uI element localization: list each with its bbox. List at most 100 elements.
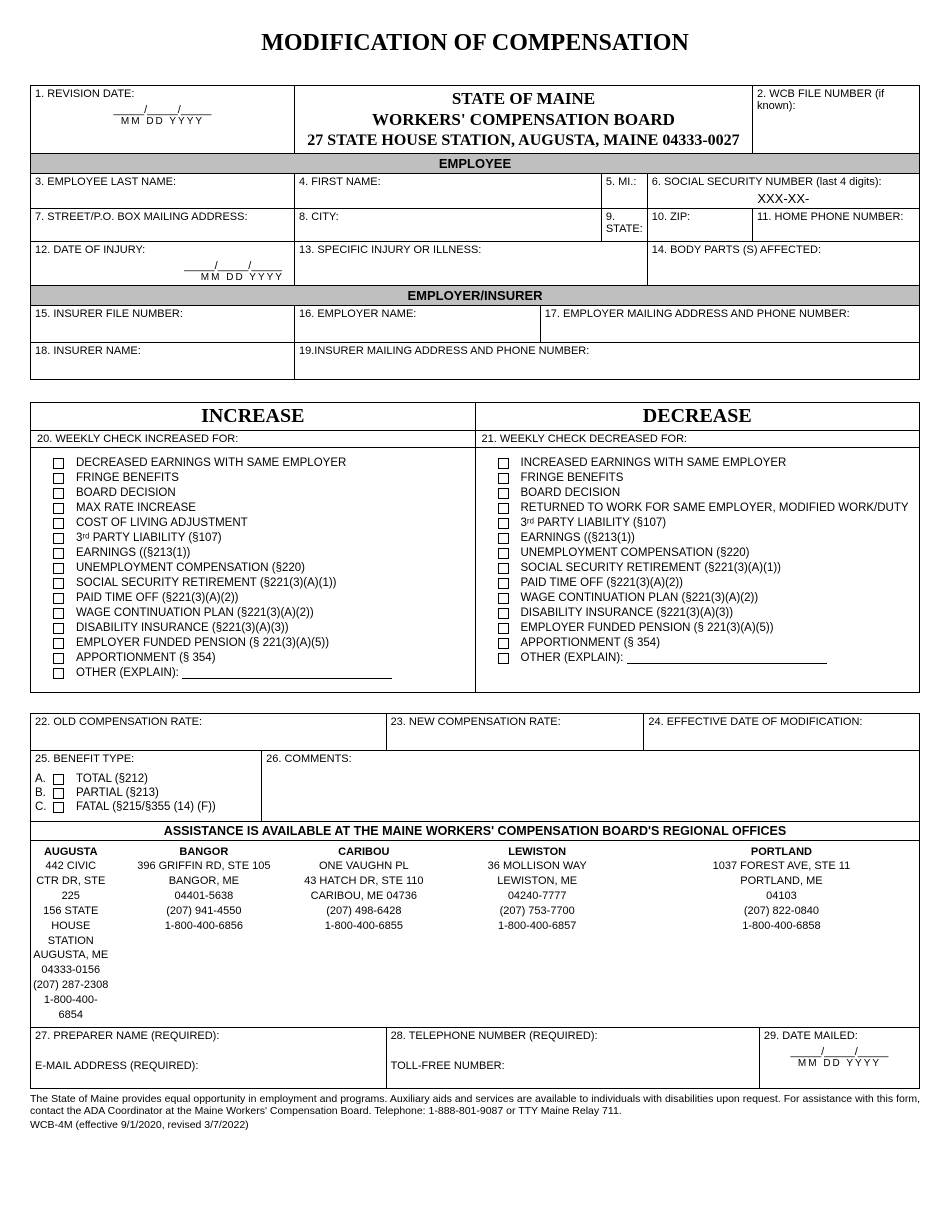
field-13[interactable]: 13. SPECIFIC INJURY OR ILLNESS:: [294, 241, 647, 285]
field-14[interactable]: 14. BODY PARTS (S) AFFECTED:: [647, 241, 919, 285]
field-28[interactable]: 28. TELEPHONE NUMBER (REQUIRED):: [386, 1027, 759, 1058]
field-12[interactable]: 12. DATE OF INJURY: _____/_____/_____ MM…: [31, 241, 295, 285]
increase-item[interactable]: APPORTIONMENT (§ 354): [53, 652, 471, 664]
field-8[interactable]: 8. CITY:: [294, 208, 601, 241]
field-3[interactable]: 3. EMPLOYEE LAST NAME:: [31, 173, 295, 208]
field-4[interactable]: 4. FIRST NAME:: [294, 173, 601, 208]
checkbox[interactable]: [53, 653, 64, 664]
checkbox-label: DISABILITY INSURANCE (§221(3)(A)(3)): [521, 607, 734, 619]
decrease-item[interactable]: INCREASED EARNINGS WITH SAME EMPLOYER: [498, 457, 916, 469]
decrease-item[interactable]: EARNINGS ((§213(1)): [498, 532, 916, 544]
decrease-item[interactable]: WAGE CONTINUATION PLAN (§221(3)(A)(2)): [498, 592, 916, 604]
checkbox-label: MAX RATE INCREASE: [76, 502, 196, 514]
increase-item[interactable]: WAGE CONTINUATION PLAN (§221(3)(A)(2)): [53, 607, 471, 619]
decrease-item[interactable]: BOARD DECISION: [498, 487, 916, 499]
field-15[interactable]: 15. INSURER FILE NUMBER:: [31, 305, 295, 342]
checkbox[interactable]: [53, 668, 64, 679]
increase-item[interactable]: FRINGE BENEFITS: [53, 472, 471, 484]
checkbox[interactable]: [53, 518, 64, 529]
field-24[interactable]: 24. EFFECTIVE DATE OF MODIFICATION:: [644, 713, 920, 750]
field-16[interactable]: 16. EMPLOYER NAME:: [294, 305, 540, 342]
field-26[interactable]: 26. COMMENTS:: [262, 750, 920, 821]
decrease-item[interactable]: PAID TIME OFF (§221(3)(A)(2)): [498, 577, 916, 589]
field-1[interactable]: 1. REVISION DATE: _____/_____/_____ MM D…: [31, 86, 295, 154]
field-10[interactable]: 10. ZIP:: [647, 208, 752, 241]
checkbox[interactable]: [53, 638, 64, 649]
field-28b[interactable]: TOLL-FREE NUMBER:: [386, 1058, 759, 1089]
increase-item[interactable]: MAX RATE INCREASE: [53, 502, 471, 514]
increase-item[interactable]: BOARD DECISION: [53, 487, 471, 499]
checkbox[interactable]: [53, 488, 64, 499]
field-5[interactable]: 5. MI.:: [601, 173, 647, 208]
increase-item[interactable]: UNEMPLOYMENT COMPENSATION (§220): [53, 562, 471, 574]
decrease-item[interactable]: EMPLOYER FUNDED PENSION (§ 221(3)(A)(5)): [498, 622, 916, 634]
field-7[interactable]: 7. STREET/P.O. BOX MAILING ADDRESS:: [31, 208, 295, 241]
checkbox-label: 3ʳᵈ PARTY LIABILITY (§107): [76, 532, 222, 544]
checkbox[interactable]: [53, 578, 64, 589]
checkbox[interactable]: [498, 623, 509, 634]
increase-item[interactable]: EARNINGS ((§213(1)): [53, 547, 471, 559]
increase-item[interactable]: COST OF LIVING ADJUSTMENT: [53, 517, 471, 529]
field-25[interactable]: 25. BENEFIT TYPE: A.TOTAL (§212)B.PARTIA…: [31, 750, 262, 821]
checkbox[interactable]: [498, 503, 509, 514]
checkbox[interactable]: [498, 608, 509, 619]
checkbox[interactable]: [498, 548, 509, 559]
increase-item[interactable]: PAID TIME OFF (§221(3)(A)(2)): [53, 592, 471, 604]
checkbox[interactable]: [498, 533, 509, 544]
header-employee-table: 1. REVISION DATE: _____/_____/_____ MM D…: [30, 85, 920, 380]
checkbox-label: COST OF LIVING ADJUSTMENT: [76, 517, 248, 529]
benefit-item[interactable]: C.FATAL (§215/§355 (14) (F)): [35, 801, 257, 813]
checkbox[interactable]: [53, 774, 64, 785]
benefit-item[interactable]: B.PARTIAL (§213): [35, 787, 257, 799]
increase-item[interactable]: DISABILITY INSURANCE (§221(3)(A)(3)): [53, 622, 471, 634]
checkbox[interactable]: [53, 608, 64, 619]
increase-item[interactable]: 3ʳᵈ PARTY LIABILITY (§107): [53, 532, 471, 544]
checkbox[interactable]: [53, 788, 64, 799]
increase-item[interactable]: SOCIAL SECURITY RETIREMENT (§221(3)(A)(1…: [53, 577, 471, 589]
decrease-other[interactable]: OTHER (EXPLAIN):: [498, 652, 916, 664]
checkbox[interactable]: [498, 653, 509, 664]
increase-other[interactable]: OTHER (EXPLAIN):: [53, 667, 471, 679]
checkbox[interactable]: [498, 638, 509, 649]
checkbox[interactable]: [498, 518, 509, 529]
field-23[interactable]: 23. NEW COMPENSATION RATE:: [386, 713, 644, 750]
office-augusta: AUGUSTA442 CIVIC CTR DR, STE 225156 STAT…: [31, 840, 111, 1027]
checkbox[interactable]: [53, 548, 64, 559]
checkbox[interactable]: [498, 593, 509, 604]
checkbox[interactable]: [53, 533, 64, 544]
checkbox[interactable]: [498, 473, 509, 484]
field-11[interactable]: 11. HOME PHONE NUMBER:: [753, 208, 920, 241]
decrease-item[interactable]: UNEMPLOYMENT COMPENSATION (§220): [498, 547, 916, 559]
decrease-item[interactable]: DISABILITY INSURANCE (§221(3)(A)(3)): [498, 607, 916, 619]
field-17[interactable]: 17. EMPLOYER MAILING ADDRESS AND PHONE N…: [540, 305, 919, 342]
field-27[interactable]: 27. PREPARER NAME (REQUIRED):: [31, 1027, 387, 1058]
field-9[interactable]: 9. STATE:: [601, 208, 647, 241]
field-6[interactable]: 6. SOCIAL SECURITY NUMBER (last 4 digits…: [647, 173, 919, 208]
field-18[interactable]: 18. INSURER NAME:: [31, 342, 295, 379]
decrease-item[interactable]: SOCIAL SECURITY RETIREMENT (§221(3)(A)(1…: [498, 562, 916, 574]
checkbox[interactable]: [53, 623, 64, 634]
checkbox[interactable]: [498, 458, 509, 469]
checkbox[interactable]: [53, 802, 64, 813]
checkbox[interactable]: [53, 563, 64, 574]
checkbox[interactable]: [53, 473, 64, 484]
decrease-item[interactable]: FRINGE BENEFITS: [498, 472, 916, 484]
checkbox[interactable]: [498, 488, 509, 499]
field-19[interactable]: 19.INSURER MAILING ADDRESS AND PHONE NUM…: [294, 342, 919, 379]
increase-item[interactable]: DECREASED EARNINGS WITH SAME EMPLOYER: [53, 457, 471, 469]
field-2[interactable]: 2. WCB FILE NUMBER (if known):: [753, 86, 920, 154]
checkbox[interactable]: [53, 503, 64, 514]
field-22[interactable]: 22. OLD COMPENSATION RATE:: [31, 713, 387, 750]
decrease-item[interactable]: 3ʳᵈ PARTY LIABILITY (§107): [498, 517, 916, 529]
increase-item[interactable]: EMPLOYER FUNDED PENSION (§ 221(3)(A)(5)): [53, 637, 471, 649]
checkbox[interactable]: [53, 458, 64, 469]
decrease-item[interactable]: APPORTIONMENT (§ 354): [498, 637, 916, 649]
benefit-item[interactable]: A.TOTAL (§212): [35, 773, 257, 785]
checkbox[interactable]: [498, 563, 509, 574]
field-29[interactable]: 29. DATE MAILED: _____/_____/_____ MM DD…: [759, 1027, 919, 1088]
checkbox[interactable]: [53, 593, 64, 604]
checkbox[interactable]: [498, 578, 509, 589]
decrease-item[interactable]: RETURNED TO WORK FOR SAME EMPLOYER, MODI…: [498, 502, 916, 514]
checkbox-label: 3ʳᵈ PARTY LIABILITY (§107): [521, 517, 667, 529]
field-27b[interactable]: E-MAIL ADDRESS (REQUIRED):: [31, 1058, 387, 1089]
